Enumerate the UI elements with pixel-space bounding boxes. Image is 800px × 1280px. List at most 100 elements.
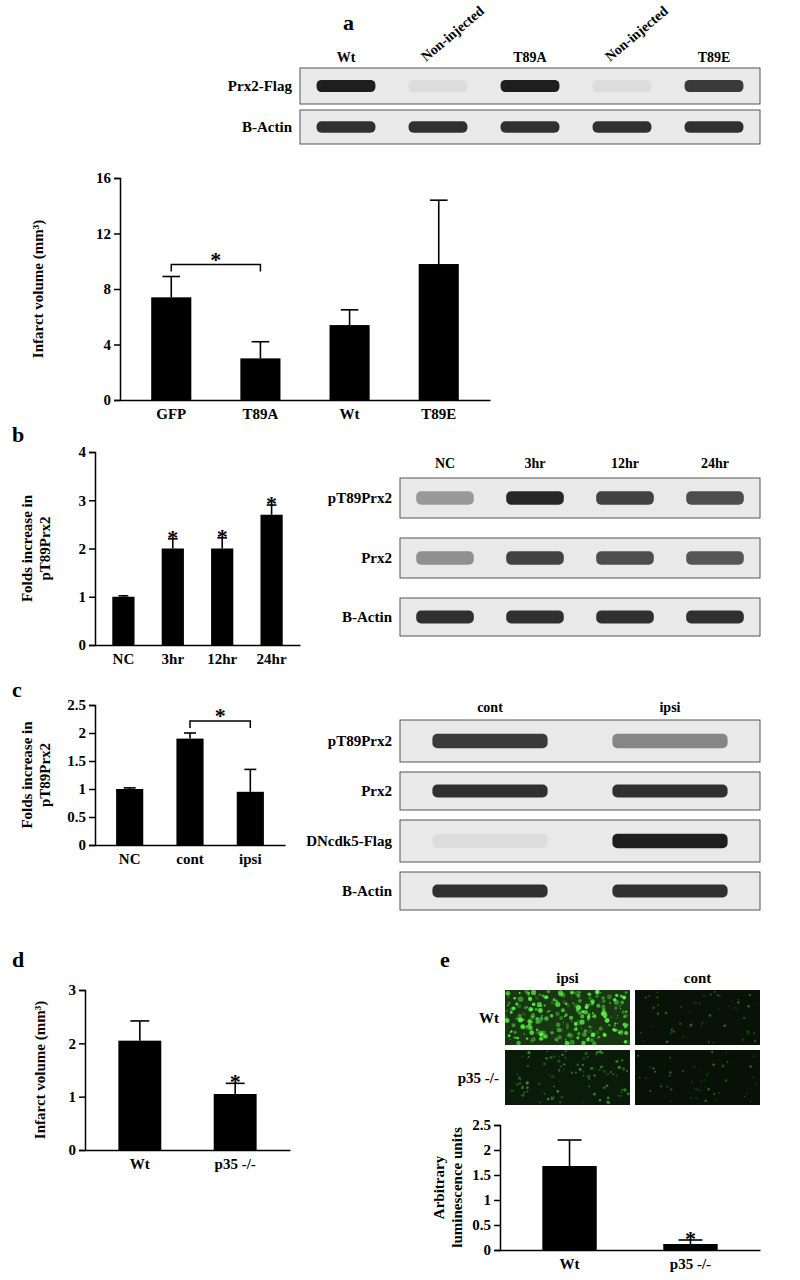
blot-band [596,551,654,565]
fluorescence-speck [639,1077,641,1079]
x-tick-label: Wt [340,406,360,422]
fluorescence-speck [689,1011,690,1012]
chart-panel: bNC3hr12hr24hr01234Folds increase inpT89… [12,422,301,667]
x-tick-label: 24hr [257,651,287,667]
y-tick-mark [89,761,95,763]
fluorescence-speck [565,1039,566,1040]
fluorescence-speck [645,996,647,998]
fluorescence-speck [580,1014,584,1018]
x-tick-label: NC [119,851,141,867]
fluorescence-speck [574,1022,578,1026]
blot-band [416,611,474,624]
y-tick-mark [494,1150,500,1152]
y-axis: 00.511.522.5 [67,697,95,853]
fluorescence-speck [551,1096,552,1097]
fluorescence-speck [708,1041,710,1043]
blot-row-label: pT89Prx2 [328,490,392,506]
fluorescence-speck [704,1086,706,1088]
fluorescence-speck [544,1004,546,1006]
fluorescence-speck [621,1010,624,1013]
fluorescence-speck [649,1090,651,1092]
fluorescence-speck [586,1038,590,1042]
fluorescence-speck [508,1034,511,1037]
y-tick: 1.5 [67,753,95,769]
fluorescence-speck [528,1007,533,1012]
fluorescence-speck [594,1074,596,1076]
fluorescence-speck [505,991,510,996]
blot-band [685,80,744,92]
fluorescence-speck [553,998,556,1001]
fluorescence-speck [557,1013,559,1015]
fluorescence-speck [616,1074,618,1076]
y-tick-mark [89,845,95,847]
fluorescence-speck [560,1065,563,1068]
fluorescence-speck [753,1032,755,1034]
fluorescence-speck [619,1005,621,1007]
fluorescence-speck [596,1036,599,1039]
fluorescence-speck [614,1022,616,1024]
fluorescence-speck [583,1075,585,1077]
fluorescence-speck [680,1006,682,1008]
blot-band [596,611,654,624]
fluorescence-speck [592,1014,596,1018]
image-background [635,990,760,1045]
fluorescence-speck [544,1093,546,1095]
significance-mark: * [685,1226,696,1251]
y-tick-label: 1 [79,589,87,605]
fluorescence-speck [646,1010,647,1011]
fluorescence-speck [527,1051,530,1054]
fluorescence-speck [516,1084,518,1086]
blot-band [612,885,727,898]
fluorescence-speck [588,1013,591,1016]
blot-band [593,121,652,133]
fluorescence-speck [574,1027,578,1031]
x-tick-label: p35 -/- [670,1256,711,1272]
bar [211,549,233,646]
x-axis: GFPT89AWtT89E [121,401,491,422]
x-tick: NC [113,651,135,667]
error-bar-cap [162,276,180,278]
fluorescence-speck [571,1072,573,1074]
fluorescence-speck [544,1016,549,1021]
fluorescence-speck [603,1033,607,1037]
fluorescence-speck [712,1064,715,1067]
fluorescence-speck [556,1013,557,1014]
x-axis: Wtp35 -/- [86,1151,291,1172]
error-bar [252,342,270,359]
fluorescence-panel: ipsicontWtp35 -/- [458,970,760,1105]
y-tick-mark [89,452,95,454]
fluorescence-speck [700,1069,701,1070]
x-tick: cont [176,851,204,867]
y-tick-label: 1.5 [67,753,86,769]
fluorescence-speck [710,993,713,996]
fluorescence-speck [657,992,658,993]
blot-band [686,611,744,624]
fluorescence-speck [654,1071,656,1073]
y-axis-title: Arbitraryluminescence units [431,1127,465,1248]
image-background [505,990,630,1045]
fluorescence-speck [550,1056,553,1059]
fluorescence-speck [537,1005,539,1007]
significance-mark: * [217,524,228,549]
fluorescence-speck [603,1086,606,1089]
fluorescence-speck [606,1084,609,1087]
blot-band [612,734,727,748]
fluorescence-speck [535,996,539,1000]
western-blot: contipsipT89Prx2Prx2DNcdk5-FlagB-Actin [306,700,760,910]
y-tick-label: 3 [69,982,77,998]
fluorescence-speck [589,1026,591,1028]
blot-band [501,121,560,133]
y-tick: 3 [79,493,96,509]
fluorescence-speck [691,1081,693,1083]
fluorescence-speck [599,1099,601,1101]
fluorescence-speck [657,1004,659,1006]
x-tick: Wt [130,1156,150,1172]
blot-strip [400,872,760,910]
y-tick-mark [494,1250,500,1252]
fluorescence-speck [670,1088,672,1090]
y-tick-mark [114,233,120,235]
fluorescence-speck [528,1023,531,1026]
fluorescence-speck [582,1032,587,1037]
y-tick-mark [89,500,95,502]
image-background [635,1050,760,1105]
